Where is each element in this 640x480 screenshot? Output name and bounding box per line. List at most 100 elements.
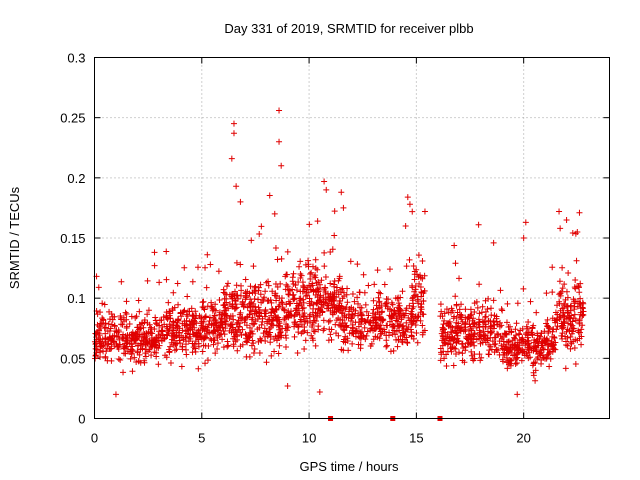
data-point: [438, 351, 445, 358]
data-point: [278, 255, 285, 262]
data-point: [538, 356, 545, 363]
data-point: [224, 338, 231, 345]
data-point: [446, 334, 453, 341]
data-point: [263, 279, 270, 286]
data-point: [331, 208, 338, 215]
data-point: [274, 284, 281, 291]
data-point: [503, 319, 510, 326]
data-point: [318, 301, 325, 308]
data-point: [397, 294, 404, 301]
data-point: [179, 309, 186, 316]
data-point: [333, 304, 340, 311]
data-point: [554, 311, 561, 318]
data-point: [248, 328, 255, 335]
data-point: [333, 317, 340, 324]
y-axis-label: SRMTID / TECUs: [7, 186, 22, 289]
data-point: [403, 319, 410, 326]
data-point: [249, 314, 256, 321]
data-point: [415, 313, 422, 320]
data-point: [282, 344, 289, 351]
data-point: [200, 325, 207, 332]
data-point: [144, 311, 151, 318]
data-point: [446, 335, 453, 342]
data-point: [572, 336, 579, 343]
data-point: [394, 313, 401, 320]
data-point: [167, 323, 174, 330]
data-point: [238, 282, 245, 289]
data-point: [239, 326, 246, 333]
data-point: [237, 320, 244, 327]
data-point: [278, 299, 285, 306]
data-point: [126, 320, 133, 327]
data-point: [296, 263, 303, 270]
data-point: [119, 335, 126, 342]
data-point: [191, 341, 198, 348]
data-point: [556, 278, 563, 285]
data-point: [92, 345, 99, 352]
data-point: [118, 278, 125, 285]
data-point: [147, 324, 154, 331]
data-point: [174, 280, 181, 287]
data-point: [579, 322, 586, 329]
data-point: [123, 310, 130, 317]
data-point: [268, 309, 275, 316]
data-point: [516, 331, 523, 338]
data-point: [457, 327, 464, 334]
data-point: [144, 277, 151, 284]
data-point: [491, 341, 498, 348]
data-point: [322, 273, 329, 280]
data-point: [258, 223, 265, 230]
data-point: [474, 304, 481, 311]
data-point: [520, 235, 527, 241]
data-point: [490, 297, 497, 304]
data-point: [239, 341, 246, 348]
data-point: [267, 339, 274, 346]
data-point: [287, 300, 294, 307]
data-point: [328, 297, 335, 304]
data-point: [496, 323, 503, 330]
data-point: [292, 307, 299, 314]
data-point: [143, 330, 150, 337]
data-point: [283, 301, 290, 308]
data-point: [276, 342, 283, 349]
data-point: [420, 297, 427, 304]
data-point: [161, 321, 168, 328]
data-point: [136, 351, 143, 358]
data-point: [222, 320, 229, 327]
data-point: [214, 332, 221, 339]
data-point: [557, 225, 564, 232]
data-point: [530, 359, 537, 366]
y-tick-label: 0.15: [60, 231, 85, 246]
data-point: [511, 346, 518, 353]
data-point: [402, 222, 409, 229]
data-point: [165, 299, 172, 306]
data-point: [156, 322, 163, 329]
data-point: [179, 343, 186, 350]
data-point: [135, 297, 142, 304]
data-point: [565, 270, 572, 277]
data-point: [454, 332, 461, 339]
y-tick-label: 0.25: [60, 111, 85, 126]
data-point: [562, 333, 569, 340]
data-point: [437, 301, 444, 308]
data-point: [155, 361, 162, 368]
data-point: [310, 337, 317, 344]
data-point: [487, 343, 494, 350]
data-point: [500, 338, 507, 345]
data-point: [289, 278, 296, 285]
data-point: [333, 284, 340, 291]
data-point: [243, 338, 250, 345]
data-point: [202, 264, 209, 271]
data-point: [453, 301, 460, 308]
data-point: [552, 317, 559, 324]
data-point: [111, 323, 118, 330]
data-point: [512, 335, 519, 342]
data-point: [236, 323, 243, 330]
data-point: [116, 341, 123, 348]
data-point: [267, 296, 274, 303]
data-point: [212, 350, 219, 357]
data-point: [504, 300, 511, 307]
data-point: [169, 305, 176, 312]
data-point: [210, 315, 217, 322]
data-point: [315, 326, 322, 333]
